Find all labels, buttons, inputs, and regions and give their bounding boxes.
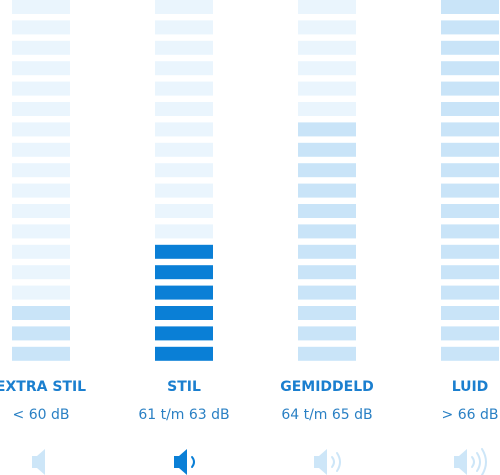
- level-bar: [298, 81, 356, 96]
- level-bar: [441, 306, 499, 320]
- level-bar: [12, 81, 70, 96]
- level-bar: [441, 40, 499, 55]
- level-bar: [12, 204, 70, 218]
- level-bar: [298, 40, 356, 55]
- level-bar: [441, 346, 499, 361]
- level-bar: [155, 326, 213, 341]
- level-bar: [441, 102, 499, 116]
- level-bar: [155, 142, 213, 157]
- level-bar: [441, 0, 499, 14]
- level-bar: [12, 163, 70, 178]
- level-bar: [298, 163, 356, 178]
- level-bar: [155, 306, 213, 320]
- level-bar: [298, 306, 356, 320]
- level-bar: [155, 102, 213, 116]
- column-range: > 66 dB: [442, 407, 499, 423]
- level-bar: [12, 20, 70, 35]
- level-bar: [155, 244, 213, 259]
- level-bar: [155, 265, 213, 280]
- level-bar: [441, 265, 499, 280]
- level-bar: [155, 61, 213, 76]
- level-bar: [298, 142, 356, 157]
- level-bar: [12, 265, 70, 280]
- level-bar: [12, 142, 70, 157]
- level-bar: [298, 244, 356, 259]
- level-bar: [12, 224, 70, 239]
- level-bar: [298, 224, 356, 239]
- level-bar: [298, 183, 356, 198]
- level-bar: [298, 102, 356, 116]
- level-bar: [441, 204, 499, 218]
- level-bar: [441, 20, 499, 35]
- level-bar: [12, 0, 70, 14]
- level-bar: [12, 102, 70, 116]
- level-bar: [441, 122, 499, 137]
- level-bar: [298, 20, 356, 35]
- level-bar: [12, 122, 70, 137]
- level-bar: [12, 183, 70, 198]
- level-bar: [441, 224, 499, 239]
- level-bar: [298, 61, 356, 76]
- level-bar: [441, 142, 499, 157]
- level-bar: [298, 204, 356, 218]
- column-label: LUID: [452, 379, 489, 395]
- level-bar: [12, 61, 70, 76]
- level-bar: [441, 326, 499, 341]
- level-bar: [155, 346, 213, 361]
- level-bar: [441, 244, 499, 259]
- level-bar: [155, 0, 213, 14]
- column-label: STIL: [167, 379, 201, 395]
- level-bar: [12, 244, 70, 259]
- level-bar: [12, 40, 70, 55]
- column-range: 64 t/m 65 dB: [281, 407, 372, 423]
- level-bar: [155, 81, 213, 96]
- level-bar: [12, 326, 70, 341]
- level-bar: [298, 285, 356, 300]
- level-bars: [12, 0, 499, 361]
- level-bar: [441, 81, 499, 96]
- level-bar: [155, 122, 213, 137]
- speaker-icon: [314, 449, 341, 475]
- column-range: 61 t/m 63 dB: [138, 407, 229, 423]
- level-bar: [441, 183, 499, 198]
- level-bar: [441, 163, 499, 178]
- level-bar: [298, 326, 356, 341]
- level-bar: [155, 163, 213, 178]
- level-bar: [12, 285, 70, 300]
- level-bar: [155, 40, 213, 55]
- level-bar: [155, 20, 213, 35]
- speaker-icon: [454, 448, 487, 475]
- level-bar: [155, 224, 213, 239]
- level-bar: [441, 61, 499, 76]
- level-bar: [298, 122, 356, 137]
- speaker-icon: [32, 449, 45, 475]
- speaker-icon: [174, 449, 195, 475]
- level-bar: [12, 306, 70, 320]
- level-bar: [441, 285, 499, 300]
- level-bar: [298, 0, 356, 14]
- level-bar: [155, 183, 213, 198]
- column-label: EXTRA STIL: [0, 379, 86, 395]
- column-label: GEMIDDELD: [280, 379, 374, 395]
- level-bar: [155, 285, 213, 300]
- level-bar: [298, 346, 356, 361]
- level-bar: [12, 346, 70, 361]
- level-bar: [298, 265, 356, 280]
- column-range: < 60 dB: [13, 407, 70, 423]
- level-bar: [155, 204, 213, 218]
